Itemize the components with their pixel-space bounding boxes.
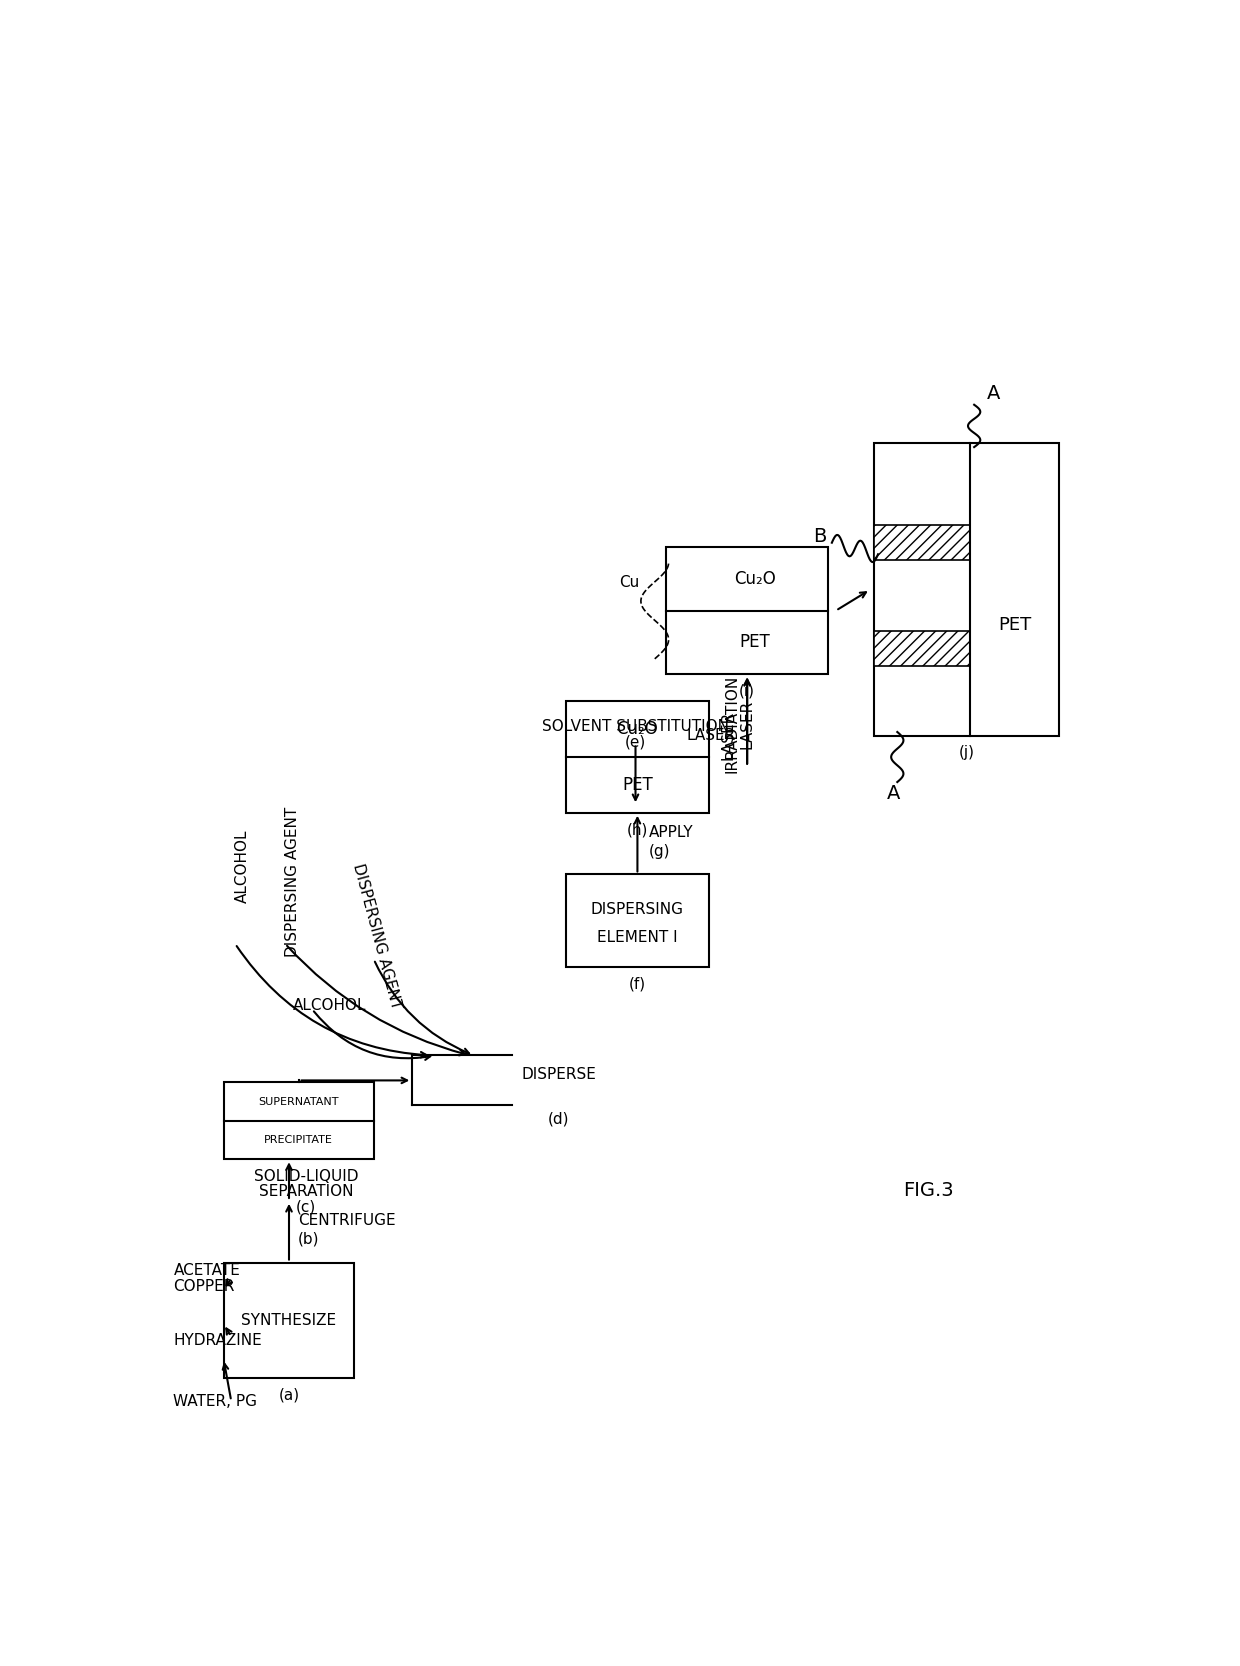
Text: ALCOHOL: ALCOHOL	[236, 830, 250, 903]
Text: (f): (f)	[629, 976, 646, 991]
Bar	[223, 1263, 355, 1378]
Text: CENTRIFUGE: CENTRIFUGE	[299, 1213, 396, 1228]
Bar	[874, 525, 970, 560]
Text: SYNTHESIZE: SYNTHESIZE	[242, 1313, 336, 1328]
Text: Cu₂O: Cu₂O	[734, 570, 776, 588]
Text: B: B	[813, 528, 827, 546]
Text: DISPERSING AGENT: DISPERSING AGENT	[351, 861, 404, 1011]
Text: A: A	[987, 383, 1001, 403]
Text: LASER: LASER	[739, 700, 755, 750]
Text: IRRADIATION: IRRADIATION	[724, 675, 739, 773]
Text: DISPERSE: DISPERSE	[521, 1066, 596, 1081]
Text: (d): (d)	[548, 1111, 569, 1126]
Bar	[223, 1083, 373, 1160]
Text: LASER: LASER	[687, 728, 735, 743]
Text: DISPERSING AGENT: DISPERSING AGENT	[285, 806, 300, 958]
Text: PET: PET	[998, 616, 1032, 633]
Text: PRECIPITATE: PRECIPITATE	[264, 1135, 334, 1145]
Text: ELEMENT I: ELEMENT I	[598, 930, 678, 945]
Text: PET: PET	[740, 633, 770, 651]
Text: (i): (i)	[739, 683, 755, 698]
Text: (c): (c)	[296, 1200, 316, 1215]
Text: ACETATE: ACETATE	[174, 1263, 241, 1278]
Bar	[567, 875, 708, 966]
Text: ALCOHOL: ALCOHOL	[293, 998, 366, 1013]
Text: (a): (a)	[279, 1388, 300, 1403]
Text: (b): (b)	[299, 1231, 320, 1246]
Text: PET: PET	[622, 776, 652, 795]
Text: Cu: Cu	[619, 575, 640, 590]
Text: SOLVENT SUBSTITUTION: SOLVENT SUBSTITUTION	[542, 720, 729, 735]
Text: APPLY: APPLY	[649, 825, 693, 840]
Text: (e): (e)	[625, 735, 646, 750]
Text: HYDRAZINE: HYDRAZINE	[174, 1333, 262, 1348]
Bar	[874, 443, 1059, 736]
Text: (g): (g)	[649, 845, 671, 860]
Text: DISPERSING: DISPERSING	[591, 901, 684, 916]
Text: COPPER: COPPER	[174, 1279, 234, 1294]
Text: A: A	[887, 785, 900, 803]
Bar	[666, 546, 828, 675]
Bar	[874, 630, 970, 666]
Bar	[567, 701, 708, 813]
Text: (j): (j)	[959, 745, 975, 760]
Text: SEPARATION: SEPARATION	[259, 1185, 353, 1200]
Text: LASER: LASER	[720, 711, 735, 760]
Text: SOLID-LIQUID: SOLID-LIQUID	[254, 1170, 358, 1185]
Text: WATER, PG: WATER, PG	[174, 1394, 258, 1409]
Text: SUPERNATANT: SUPERNATANT	[258, 1096, 339, 1106]
Text: (h): (h)	[626, 823, 649, 838]
Text: FIG.3: FIG.3	[903, 1181, 954, 1200]
Text: Cu₂O: Cu₂O	[616, 720, 658, 738]
